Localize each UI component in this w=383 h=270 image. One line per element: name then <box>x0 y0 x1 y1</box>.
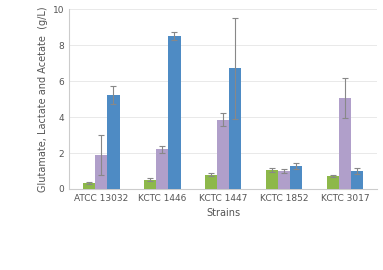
Bar <box>266 170 278 189</box>
Bar <box>95 155 107 189</box>
Bar <box>156 149 168 189</box>
Bar <box>339 98 351 189</box>
Y-axis label: Glutamate, Lactate and Acetate  (g/L): Glutamate, Lactate and Acetate (g/L) <box>38 6 48 192</box>
Bar <box>229 68 242 189</box>
Bar <box>168 36 180 189</box>
Bar <box>205 175 217 189</box>
Bar <box>278 171 290 189</box>
Bar <box>83 183 95 189</box>
Bar <box>107 94 119 189</box>
Bar <box>290 166 303 189</box>
Bar <box>351 171 363 189</box>
Bar <box>144 180 156 189</box>
Bar <box>217 120 229 189</box>
X-axis label: Strains: Strains <box>206 208 240 218</box>
Bar <box>327 176 339 189</box>
